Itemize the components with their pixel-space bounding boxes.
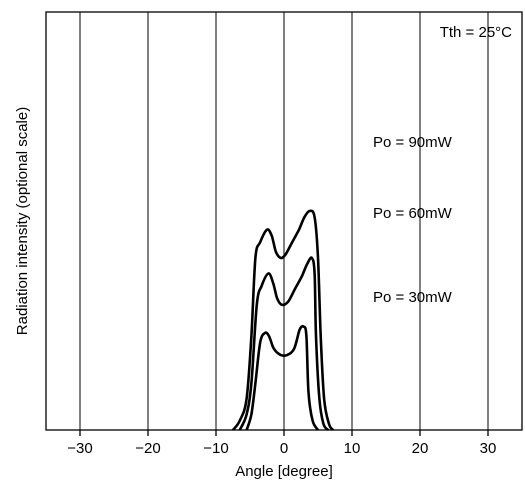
x-tick-label: 10 <box>344 440 361 457</box>
annotation-label: Po = 30mW <box>373 289 453 306</box>
x-tick-label: −10 <box>203 440 228 457</box>
x-tick-label: 30 <box>480 440 497 457</box>
series-line <box>245 324 320 431</box>
x-tick-label: −30 <box>67 440 92 457</box>
x-axis-ticks: −30 −20 −10 0 10 20 30 <box>67 430 496 457</box>
series-line <box>238 256 330 431</box>
annotations: Tth = 25°C Po = 90mW Po = 60mW Po = 30mW <box>373 24 512 306</box>
annotation-label: Tth = 25°C <box>440 24 512 41</box>
data-curves <box>231 209 335 431</box>
x-tick-label: 0 <box>280 440 288 457</box>
series-line <box>231 209 335 431</box>
x-tick-label: −20 <box>135 440 160 457</box>
x-tick-label: 20 <box>412 440 429 457</box>
grid-lines <box>79 12 489 430</box>
x-axis-label: Angle [degree] <box>235 463 333 480</box>
y-axis-label: Radiation intensity (optional scale) <box>14 107 31 335</box>
annotation-label: Po = 60mW <box>373 205 453 222</box>
annotation-label: Po = 90mW <box>373 134 453 151</box>
